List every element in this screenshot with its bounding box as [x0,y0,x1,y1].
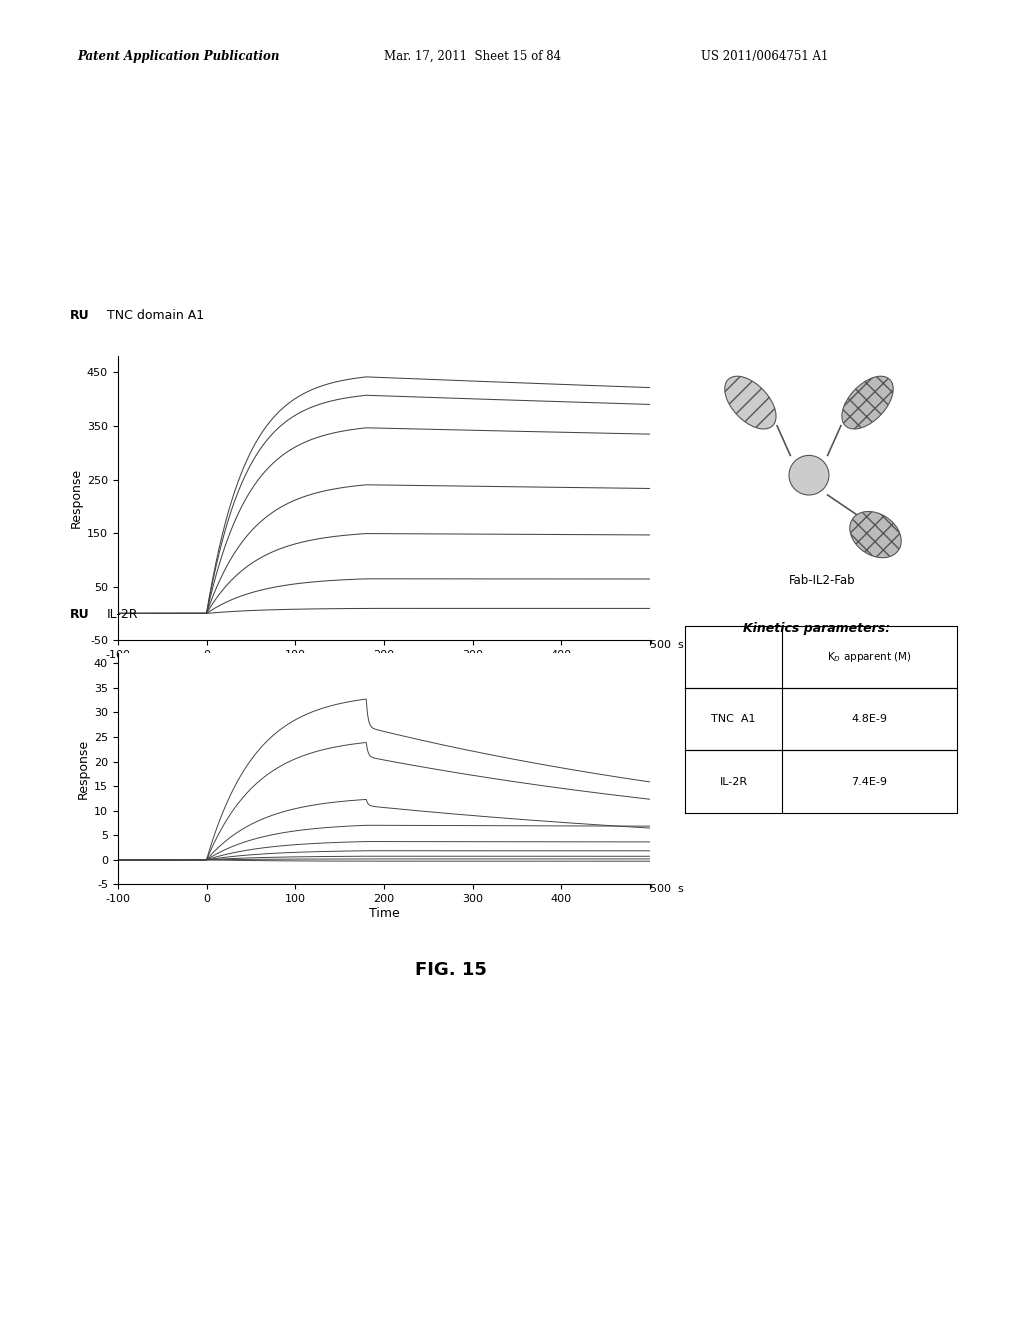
Y-axis label: Response: Response [77,739,90,799]
Text: K$_D$ apparent (M): K$_D$ apparent (M) [826,649,911,664]
Text: 4.8E-9: 4.8E-9 [851,714,887,725]
Text: Patent Application Publication: Patent Application Publication [77,50,280,63]
Text: TNC domain A1: TNC domain A1 [108,309,204,322]
Text: TNC  A1: TNC A1 [712,714,756,725]
Ellipse shape [842,376,893,429]
Text: Mar. 17, 2011  Sheet 15 of 84: Mar. 17, 2011 Sheet 15 of 84 [384,50,561,63]
Text: 500  s: 500 s [650,884,684,895]
Text: RU: RU [70,309,89,322]
Text: IL-2R: IL-2R [720,776,748,787]
Text: 500  s: 500 s [650,640,684,651]
Text: 7.4E-9: 7.4E-9 [851,776,887,787]
X-axis label: Time: Time [369,663,399,676]
X-axis label: Time: Time [369,907,399,920]
Text: FIG. 15: FIG. 15 [415,961,486,979]
Ellipse shape [725,376,776,429]
Text: IL-2R: IL-2R [108,609,138,620]
Text: Kinetics parameters:: Kinetics parameters: [743,622,890,635]
Ellipse shape [850,511,901,558]
Ellipse shape [790,455,829,495]
Text: Fab-IL2-Fab: Fab-IL2-Fab [788,574,856,587]
Text: RU: RU [70,609,89,620]
Y-axis label: Response: Response [70,469,83,528]
Text: US 2011/0064751 A1: US 2011/0064751 A1 [701,50,828,63]
